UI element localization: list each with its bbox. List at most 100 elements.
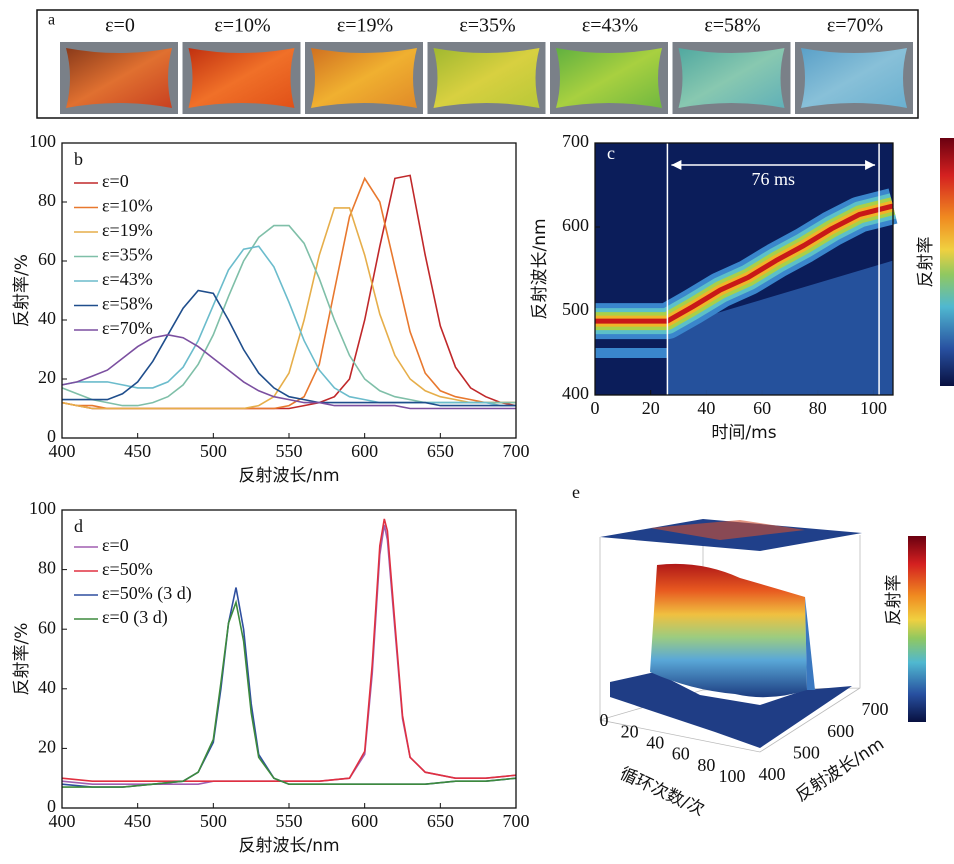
x-tick-label: 700 <box>503 441 530 461</box>
x-axis-label: 循环次数/次 <box>617 764 708 820</box>
y-axis-label: 反射率/% <box>12 623 32 696</box>
x-tick-label: 500 <box>200 441 227 461</box>
x-tick-label: 500 <box>200 811 227 831</box>
x-axis-label: 反射波长/nm <box>238 466 339 486</box>
x-tick-label: 20 <box>642 398 660 418</box>
x-tick-label: 100 <box>860 398 887 418</box>
heatmap-region <box>667 260 893 395</box>
y-tick-label: 100 <box>29 498 56 518</box>
x-tick-label: 400 <box>49 441 76 461</box>
strip-label: ε=58% <box>704 15 760 37</box>
y-tick-label: 700 <box>862 699 889 719</box>
panel-label: e <box>572 482 580 502</box>
series-line <box>62 289 516 407</box>
plot-frame <box>594 142 894 396</box>
y-tick-label: 0 <box>47 796 56 816</box>
photo <box>311 48 417 108</box>
y-tick-label: 80 <box>38 190 56 210</box>
x-tick-label: 20 <box>621 721 639 741</box>
x-tick-label: 600 <box>351 441 378 461</box>
y-axis-label: 反射率/% <box>12 254 32 327</box>
surface-floor <box>610 672 852 748</box>
legend-label: ε=58% <box>102 294 153 314</box>
x-tick-label: 0 <box>600 710 609 730</box>
legend-label: ε=10% <box>102 196 153 216</box>
series-line <box>61 333 516 410</box>
x-tick-label: 550 <box>276 441 303 461</box>
legend-label: ε=50% (3 d) <box>102 583 192 604</box>
plot-frame <box>61 142 517 439</box>
legend-label: ε=19% <box>102 220 153 240</box>
y-tick-label: 80 <box>38 558 56 578</box>
series-line <box>62 599 517 788</box>
series-line <box>61 518 517 782</box>
y-tick-label: 60 <box>38 617 56 637</box>
x-tick-label: 700 <box>503 811 530 831</box>
legend-label: ε=43% <box>102 269 153 289</box>
x-tick-label: 650 <box>427 441 454 461</box>
surface-ridge <box>650 563 807 698</box>
x-tick-label: 100 <box>719 766 746 786</box>
colorbar-label: 反射率 <box>884 575 904 626</box>
strip-label: ε=35% <box>459 15 515 37</box>
legend-label: ε=0 <box>102 171 129 191</box>
legend-label: ε=50% <box>102 559 153 579</box>
x-tick-label: 600 <box>351 811 378 831</box>
strip-label: ε=70% <box>827 15 883 37</box>
y-tick-label: 20 <box>38 737 56 757</box>
legend-label: ε=0 <box>102 535 129 555</box>
series-line <box>61 245 516 407</box>
x-axis-label: 时间/ms <box>711 423 776 443</box>
x-tick-label: 40 <box>697 398 715 418</box>
strip-frame <box>36 9 919 119</box>
panel-label: c <box>607 143 615 163</box>
photo <box>556 48 662 108</box>
y-tick-label: 0 <box>47 426 56 446</box>
surface-edge <box>805 597 815 690</box>
strip-label: ε=0 <box>105 15 135 37</box>
y-tick-label: 500 <box>562 299 589 319</box>
strip-label: ε=19% <box>337 15 393 37</box>
legend-label: ε=70% <box>102 318 153 338</box>
photo <box>433 48 540 108</box>
series-line <box>61 207 516 410</box>
strip-label: ε=43% <box>582 15 638 37</box>
x-axis-label: 反射波长/nm <box>238 836 339 856</box>
x-tick-label: 60 <box>672 744 690 764</box>
y-tick-label: 400 <box>562 383 589 403</box>
legend-label: ε=0 (3 d) <box>102 607 168 628</box>
panel-label: b <box>74 149 83 169</box>
x-tick-label: 40 <box>646 733 664 753</box>
x-tick-label: 400 <box>49 811 76 831</box>
y-tick-label: 20 <box>38 367 56 387</box>
colorbar <box>940 138 954 386</box>
photo <box>801 48 907 108</box>
y-tick-label: 600 <box>562 215 589 235</box>
x-tick-label: 450 <box>124 811 151 831</box>
top-stripe <box>650 520 805 540</box>
heatmap-ridge <box>595 203 894 324</box>
y-axis-label: 反射波长/nm <box>530 218 550 319</box>
x-tick-label: 650 <box>427 811 454 831</box>
x-tick-label: 450 <box>124 441 151 461</box>
strip-label: ε=10% <box>214 15 270 37</box>
plot-frame <box>61 509 517 809</box>
y-tick-label: 40 <box>38 308 56 328</box>
y-tick-label: 400 <box>759 764 786 784</box>
y-tick-label: 700 <box>562 131 589 151</box>
photo <box>678 48 785 108</box>
y-tick-label: 60 <box>38 249 56 269</box>
x-tick-label: 0 <box>591 398 600 418</box>
y-tick-label: 100 <box>29 131 56 151</box>
legend-label: ε=35% <box>102 245 153 265</box>
photo <box>66 48 172 108</box>
x-tick-label: 80 <box>697 755 715 775</box>
y-tick-label: 600 <box>827 721 854 741</box>
photo <box>188 48 295 108</box>
panel-label: a <box>48 12 55 29</box>
y-tick-label: 40 <box>38 677 56 697</box>
colorbar <box>908 536 926 722</box>
x-tick-label: 80 <box>809 398 827 418</box>
annotation: 76 ms <box>751 169 795 189</box>
